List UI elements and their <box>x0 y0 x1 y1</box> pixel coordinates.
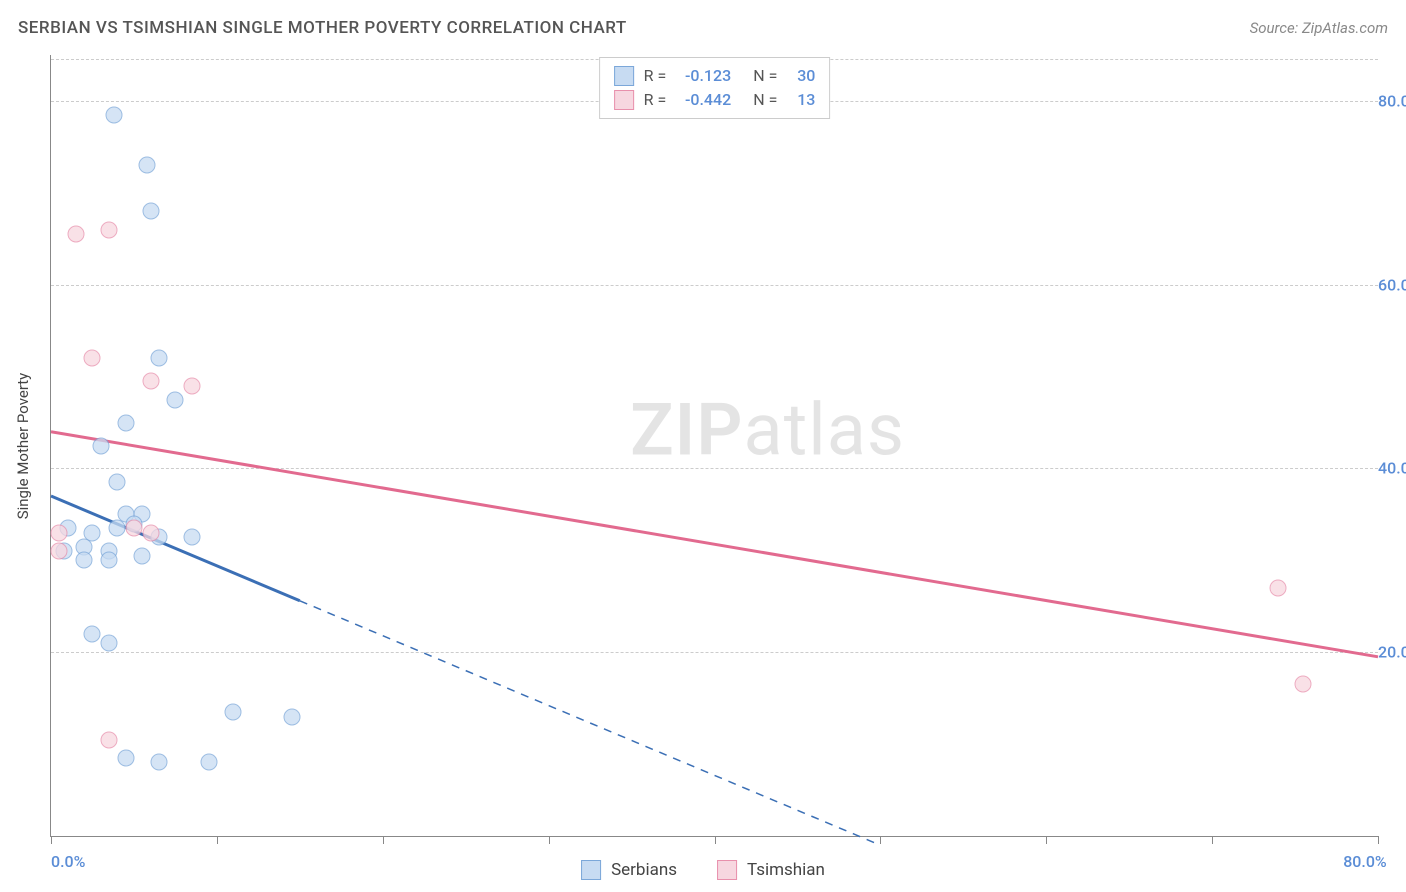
x-tick-mark <box>880 836 881 844</box>
x-tick-mark <box>1378 836 1379 844</box>
data-point <box>101 221 118 238</box>
data-point <box>1270 579 1287 596</box>
legend-swatch <box>614 66 634 86</box>
trend-line-solid <box>51 432 1378 657</box>
x-tick-label: 80.0% <box>1343 852 1387 871</box>
x-tick-mark <box>51 836 52 844</box>
source-name: ZipAtlas.com <box>1302 19 1388 37</box>
series-legend-item: Tsimshian <box>717 860 825 880</box>
data-point <box>101 552 118 569</box>
data-point <box>150 754 167 771</box>
stat-r-label: R = <box>644 64 667 88</box>
stat-r-value: -0.442 <box>676 88 731 112</box>
chart-title: SERBIAN VS TSIMSHIAN SINGLE MOTHER POVER… <box>18 18 627 38</box>
data-point <box>167 391 184 408</box>
trend-lines <box>51 55 1378 836</box>
trend-line-dashed <box>300 601 881 845</box>
x-tick-mark <box>1212 836 1213 844</box>
x-tick-mark <box>549 836 550 844</box>
stats-legend: R = -0.123 N = 30 R = -0.442 N = 13 <box>599 57 831 119</box>
y-tick-label: 80.0% <box>1378 91 1406 110</box>
data-point <box>101 731 118 748</box>
data-point <box>283 708 300 725</box>
x-tick-label: 0.0% <box>51 852 85 871</box>
data-point <box>125 520 142 537</box>
stat-n-label: N = <box>753 88 777 112</box>
data-point <box>109 520 126 537</box>
data-point <box>1295 676 1312 693</box>
data-point <box>51 524 68 541</box>
stat-n-value: 30 <box>787 64 815 88</box>
series-name: Serbians <box>611 860 677 880</box>
stat-n-value: 13 <box>787 88 815 112</box>
data-point <box>139 157 156 174</box>
data-point <box>150 350 167 367</box>
data-point <box>101 635 118 652</box>
series-legend: Serbians Tsimshian <box>581 860 825 880</box>
data-point <box>142 203 159 220</box>
x-tick-mark <box>383 836 384 844</box>
y-axis-label: Single Mother Poverty <box>14 372 32 519</box>
data-point <box>51 543 68 560</box>
stat-row: R = -0.123 N = 30 <box>614 64 816 88</box>
data-point <box>92 437 109 454</box>
stat-r-label: R = <box>644 88 667 112</box>
source-prefix: Source: <box>1250 19 1302 37</box>
series-name: Tsimshian <box>747 860 825 880</box>
data-point <box>67 226 84 243</box>
data-point <box>142 373 159 390</box>
data-point <box>183 377 200 394</box>
chart-header: SERBIAN VS TSIMSHIAN SINGLE MOTHER POVER… <box>18 18 1388 38</box>
legend-swatch <box>614 90 634 110</box>
stat-row: R = -0.442 N = 13 <box>614 88 816 112</box>
data-point <box>117 749 134 766</box>
x-tick-mark <box>217 836 218 844</box>
x-tick-mark <box>715 836 716 844</box>
data-point <box>183 529 200 546</box>
stat-n-label: N = <box>753 64 777 88</box>
data-point <box>76 552 93 569</box>
data-point <box>142 524 159 541</box>
series-legend-item: Serbians <box>581 860 677 880</box>
stat-r-value: -0.123 <box>676 64 731 88</box>
data-point <box>225 703 242 720</box>
y-tick-label: 20.0% <box>1378 643 1406 662</box>
chart-source: Source: ZipAtlas.com <box>1250 19 1388 37</box>
legend-swatch <box>581 860 601 880</box>
data-point <box>84 625 101 642</box>
y-tick-label: 60.0% <box>1378 275 1406 294</box>
plot-area: Single Mother Poverty ZIPatlas R =-0.123… <box>50 55 1378 837</box>
data-point <box>84 350 101 367</box>
legend-swatch <box>717 860 737 880</box>
x-tick-mark <box>1046 836 1047 844</box>
data-point <box>117 414 134 431</box>
data-point <box>109 474 126 491</box>
y-tick-label: 40.0% <box>1378 459 1406 478</box>
data-point <box>134 547 151 564</box>
data-point <box>106 106 123 123</box>
data-point <box>200 754 217 771</box>
